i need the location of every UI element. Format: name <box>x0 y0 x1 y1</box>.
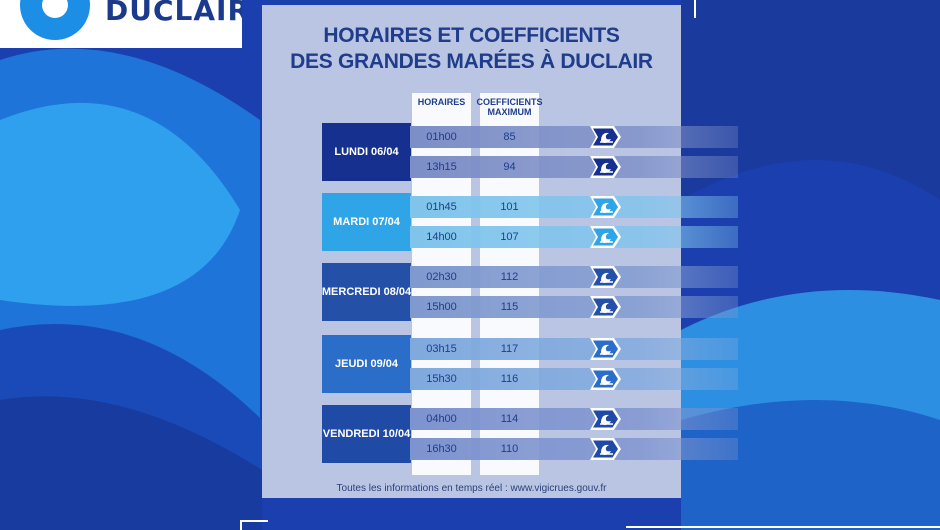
wave-icon <box>590 126 621 148</box>
wave-icon <box>590 156 621 178</box>
title-line-2: DES GRANDES MARÉES À DUCLAIR <box>290 50 653 73</box>
coefficients-header-line-1: COEFFICIENTS <box>476 97 543 107</box>
tide-coefficient: 116 <box>500 373 519 385</box>
wave-icon <box>590 196 621 218</box>
tide-time: 03h15 <box>426 343 457 355</box>
frame-line-bottom-h <box>240 520 268 522</box>
tide-row <box>410 226 738 248</box>
tide-row <box>410 266 738 288</box>
wave-icon <box>590 438 621 460</box>
tide-row <box>410 438 738 460</box>
day-label: MARDI 07/04 <box>322 193 411 251</box>
tide-row <box>410 156 738 178</box>
tide-time: 15h30 <box>426 373 457 385</box>
tide-coefficient: 101 <box>500 201 519 213</box>
frame-line-corner <box>626 526 940 528</box>
tide-coefficient: 94 <box>503 161 516 173</box>
duclair-logo-mark <box>20 0 90 40</box>
day-label: MERCREDI 08/04 <box>322 263 411 321</box>
tide-row <box>410 196 738 218</box>
coefficients-header: COEFFICIENTS MAXIMUM <box>474 97 545 117</box>
wave-icon <box>590 408 621 430</box>
title-line-1: HORAIRES ET COEFFICIENTS <box>323 24 620 47</box>
tide-coefficient: 112 <box>500 271 519 283</box>
wave-icon <box>590 338 621 360</box>
horaires-header: HORAIRES <box>417 97 466 107</box>
tide-coefficient: 85 <box>503 131 516 143</box>
day-label: VENDREDI 10/04 <box>322 405 411 463</box>
wave-icon <box>590 266 621 288</box>
tide-coefficient: 117 <box>500 343 519 355</box>
footer-note: Toutes les informations en temps réel : … <box>336 483 607 494</box>
wave-icon <box>590 368 621 390</box>
wave-icon <box>590 226 621 248</box>
tide-time: 16h30 <box>426 443 457 455</box>
tide-table-card: HORAIRES ET COEFFICIENTS DES GRANDES MAR… <box>262 5 738 498</box>
tide-time: 15h00 <box>426 301 457 313</box>
tide-time: 01h45 <box>426 201 457 213</box>
wave-icon <box>590 296 621 318</box>
tide-row <box>410 368 738 390</box>
tide-row <box>410 296 738 318</box>
tide-row <box>410 408 738 430</box>
day-label: LUNDI 06/04 <box>322 123 411 181</box>
tide-coefficient: 110 <box>500 443 519 455</box>
frame-line-bottom <box>240 520 242 530</box>
frame-line-right <box>694 0 696 18</box>
tide-time: 02h30 <box>426 271 457 283</box>
tide-row <box>410 338 738 360</box>
tide-coefficient: 114 <box>500 413 519 425</box>
tide-row <box>410 126 738 148</box>
tide-coefficient: 115 <box>500 301 519 313</box>
tide-coefficient: 107 <box>500 231 519 243</box>
coefficients-header-line-2: MAXIMUM <box>487 107 532 117</box>
day-label: JEUDI 09/04 <box>322 335 411 393</box>
tide-time: 13h15 <box>426 161 457 173</box>
tide-time: 14h00 <box>426 231 457 243</box>
duclair-logo: DUCLAIR <box>0 0 242 48</box>
brand-name: DUCLAIR <box>105 0 242 27</box>
tide-time: 01h00 <box>426 131 457 143</box>
tide-time: 04h00 <box>426 413 457 425</box>
